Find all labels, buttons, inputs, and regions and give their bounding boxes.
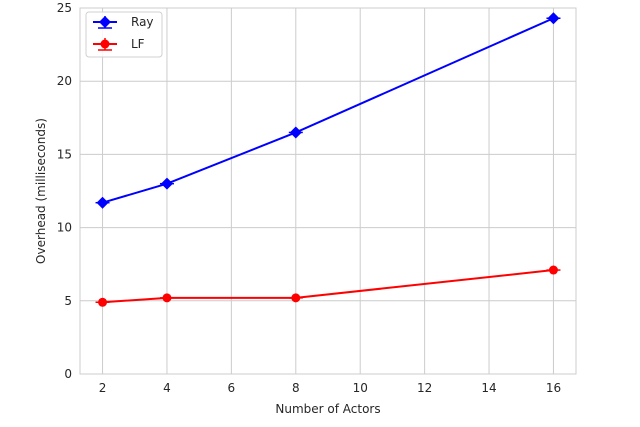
x-tick-label: 16 [546, 381, 561, 395]
x-tick-label: 2 [99, 381, 107, 395]
legend: Ray LF [85, 11, 163, 58]
x-axis-label: Number of Actors [275, 402, 380, 416]
y-tick-labels: 0 5 10 15 20 25 [57, 1, 72, 381]
data-point-lf [291, 293, 301, 303]
x-tick-label: 8 [292, 381, 300, 395]
x-tick-label: 6 [228, 381, 236, 395]
y-tick-label: 10 [57, 221, 72, 235]
data-point-lf [162, 293, 172, 303]
data-point-lf [548, 265, 558, 275]
data-point-ray [160, 177, 173, 190]
x-tick-labels: 2 4 6 8 10 12 14 16 [99, 381, 561, 395]
legend-marker-lf [100, 39, 110, 49]
x-tick-label: 10 [353, 381, 368, 395]
series-line-lf [102, 269, 554, 304]
y-axis-label: Overhead (milliseconds) [34, 118, 48, 264]
data-point-ray [96, 196, 109, 209]
legend-label-ray: Ray [131, 15, 154, 29]
y-tick-label: 15 [57, 147, 72, 161]
series-lf [95, 265, 561, 307]
plot-area [80, 8, 576, 374]
series-group [95, 12, 561, 307]
y-tick-label: 0 [64, 367, 72, 381]
data-point-ray [289, 126, 302, 139]
x-tick-label: 4 [163, 381, 171, 395]
y-tick-label: 25 [57, 1, 72, 15]
x-tick-label: 14 [481, 381, 496, 395]
legend-marker-ray [99, 16, 111, 28]
legend-label-lf: LF [131, 37, 145, 51]
y-tick-label: 20 [57, 74, 72, 88]
series-ray [95, 12, 561, 209]
data-point-lf [98, 297, 108, 307]
plot-frame [79, 7, 577, 375]
x-tick-label: 12 [417, 381, 432, 395]
y-tick-label: 5 [64, 294, 72, 308]
series-line-ray [102, 17, 554, 204]
data-point-ray [547, 12, 560, 25]
